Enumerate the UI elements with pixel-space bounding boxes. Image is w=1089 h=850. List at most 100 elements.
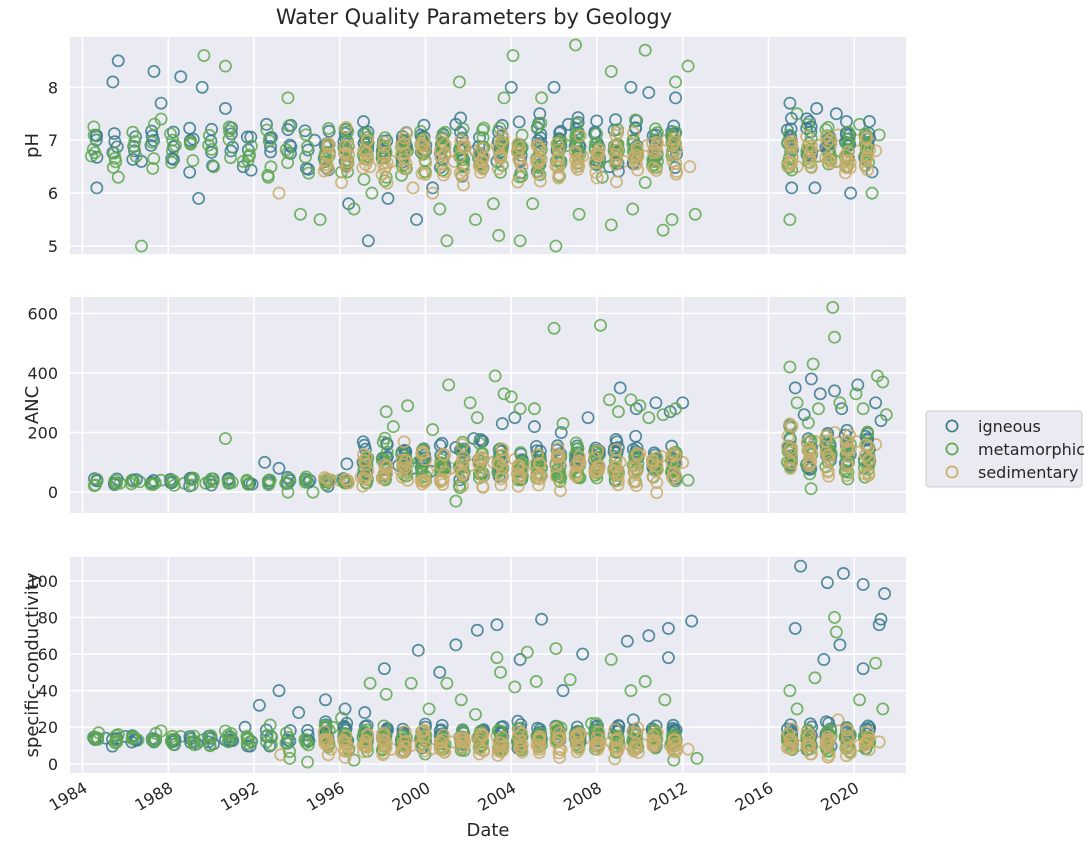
data-point-metamorphic (688, 207, 702, 221)
data-point-sedimentary (550, 447, 564, 461)
data-point-sedimentary (317, 164, 331, 178)
data-point-sedimentary (820, 429, 833, 443)
data-point-igneous (252, 698, 266, 712)
data-point-sedimentary (494, 478, 508, 492)
data-point-sedimentary (860, 130, 874, 144)
data-point-metamorphic (594, 318, 607, 332)
data-point-metamorphic (313, 213, 327, 227)
data-point-sedimentary (453, 463, 467, 477)
data-point-sedimentary (318, 733, 332, 747)
data-point-metamorphic (530, 120, 544, 134)
data-point-igneous (869, 396, 883, 410)
data-point-sedimentary (803, 728, 817, 742)
data-point-sedimentary (568, 466, 582, 480)
y-axis-label: pH (22, 133, 43, 158)
data-point-igneous (527, 420, 541, 434)
data-point-sedimentary (804, 161, 818, 174)
data-point-igneous (872, 618, 886, 632)
x-tick-label: 2004 (474, 778, 519, 815)
data-point-igneous (111, 54, 125, 68)
data-point-sedimentary (356, 161, 370, 175)
data-point-igneous (411, 643, 425, 657)
data-point-metamorphic (456, 122, 470, 136)
data-point-sedimentary (839, 148, 853, 162)
data-point-sedimentary (608, 460, 622, 474)
data-point-igneous (581, 411, 595, 425)
data-point-igneous (649, 396, 663, 410)
data-point-igneous (835, 402, 849, 416)
data-point-igneous (495, 118, 509, 132)
data-point-metamorphic (167, 474, 180, 488)
data-point-sedimentary (434, 742, 448, 756)
data-point-igneous (165, 152, 179, 165)
data-point-metamorphic (386, 420, 400, 434)
data-point-sedimentary (611, 478, 625, 492)
data-point-sedimentary (668, 448, 682, 462)
data-point-metamorphic (569, 117, 583, 131)
data-point-metamorphic (165, 156, 179, 169)
data-point-igneous (851, 378, 865, 392)
data-point-sedimentary (612, 741, 626, 755)
data-point-sedimentary (646, 137, 660, 151)
data-point-igneous (357, 115, 370, 129)
data-point-sedimentary (375, 472, 389, 486)
data-point-metamorphic (401, 399, 415, 413)
data-point-metamorphic (363, 676, 377, 690)
data-point-metamorphic (527, 402, 541, 416)
data-point-metamorphic (638, 176, 652, 189)
y-axis-label: ANC (22, 386, 43, 424)
data-point-sedimentary (414, 738, 428, 752)
y-tick-label: 20 (38, 718, 58, 737)
y-tick-label: 200 (27, 424, 58, 443)
data-point-sedimentary (475, 141, 489, 155)
data-point-sedimentary (494, 745, 508, 759)
y-tick-label: 6 (48, 184, 58, 203)
data-point-sedimentary (549, 159, 563, 173)
data-point-sedimentary (339, 160, 353, 174)
data-point-sedimentary (414, 136, 428, 150)
data-point-metamorphic (624, 393, 638, 407)
data-point-metamorphic (454, 693, 468, 707)
data-point-sedimentary (860, 725, 874, 739)
data-point-sedimentary (511, 175, 525, 189)
data-point-metamorphic (127, 474, 141, 488)
data-point-metamorphic (264, 160, 278, 174)
data-point-metamorphic (826, 300, 840, 314)
data-point-metamorphic (185, 473, 199, 487)
data-point-metamorphic (221, 474, 235, 488)
data-point-sedimentary (843, 741, 857, 755)
y-tick-label: 8 (48, 78, 58, 97)
data-point-metamorphic (452, 75, 466, 89)
data-point-sedimentary (342, 140, 356, 153)
data-point-metamorphic (146, 161, 160, 175)
data-point-sedimentary (335, 176, 348, 189)
data-point-sedimentary (376, 156, 390, 170)
data-point-sedimentary (438, 745, 452, 759)
data-point-sedimentary (785, 419, 799, 433)
data-point-sedimentary (669, 736, 683, 750)
data-point-metamorphic (281, 731, 295, 744)
data-point-metamorphic (628, 113, 642, 127)
data-point-sedimentary (783, 136, 797, 150)
data-point-metamorphic (879, 408, 893, 422)
data-point-sedimentary (399, 741, 413, 755)
data-point-metamorphic (856, 402, 870, 416)
data-point-sedimentary (473, 731, 487, 745)
data-point-metamorphic (842, 131, 856, 145)
data-point-metamorphic (865, 186, 879, 200)
data-point-igneous (90, 181, 104, 195)
data-point-metamorphic (319, 478, 333, 491)
data-point-sedimentary (453, 731, 467, 745)
data-point-sedimentary (339, 730, 353, 743)
data-point-metamorphic (497, 387, 511, 401)
data-point-metamorphic (551, 723, 565, 737)
data-point-sedimentary (342, 147, 356, 161)
data-point-metamorphic (218, 432, 232, 445)
markers (84, 38, 886, 253)
data-point-igneous (590, 114, 604, 128)
data-point-sedimentary (397, 435, 411, 449)
data-point-metamorphic (549, 642, 563, 655)
data-point-metamorphic (488, 369, 502, 383)
data-point-metamorphic (379, 405, 393, 419)
data-point-metamorphic (263, 473, 277, 487)
